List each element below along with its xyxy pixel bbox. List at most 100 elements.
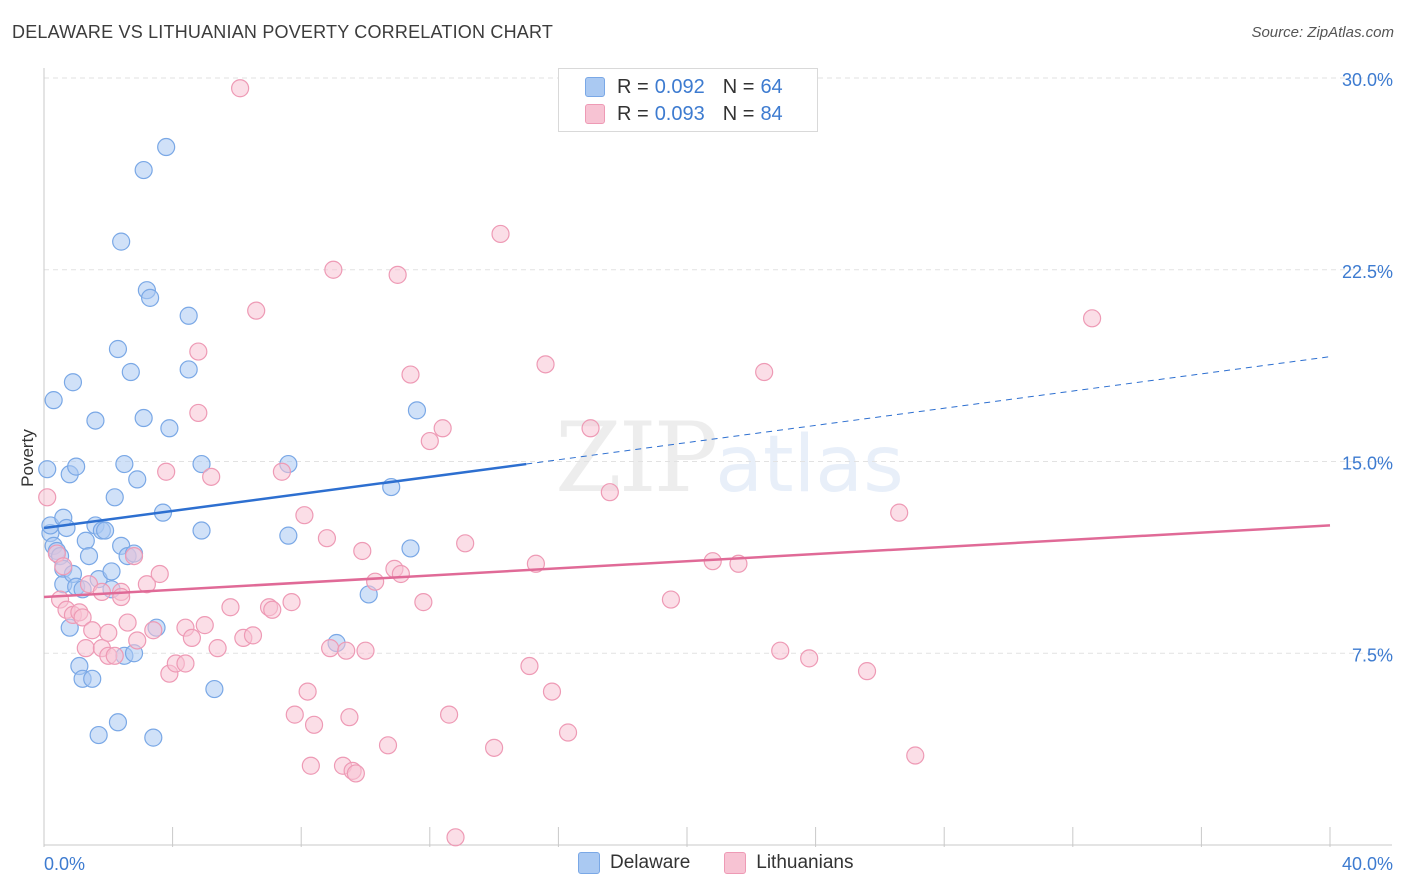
legend-row-lithuanians: R = 0.093 N = 84 bbox=[585, 100, 783, 128]
point-delaware bbox=[79, 546, 99, 566]
point-lithuanians bbox=[536, 355, 555, 374]
legend-swatch-lithuanians bbox=[585, 104, 605, 124]
point-lithuanians bbox=[272, 462, 292, 481]
point-lithuanians bbox=[378, 736, 398, 755]
legend: R = 0.092 N = 64 R = 0.093 N = 84 bbox=[558, 68, 818, 132]
point-delaware bbox=[67, 457, 86, 476]
point-delaware bbox=[86, 411, 105, 430]
x-tick-label: 40.0% bbox=[1342, 854, 1393, 874]
point-lithuanians bbox=[295, 506, 314, 525]
point-lithuanians bbox=[542, 682, 562, 701]
point-lithuanians bbox=[491, 224, 510, 244]
point-lithuanians bbox=[301, 756, 320, 775]
point-delaware bbox=[38, 460, 57, 479]
point-lithuanians bbox=[128, 631, 147, 650]
point-delaware bbox=[128, 470, 147, 489]
point-lithuanians bbox=[388, 265, 407, 284]
trendline-lithuanians bbox=[43, 524, 1331, 599]
point-lithuanians bbox=[356, 641, 375, 660]
point-delaware bbox=[44, 391, 63, 410]
point-delaware bbox=[76, 531, 95, 550]
point-delaware bbox=[112, 232, 131, 251]
trendline-delaware bbox=[43, 462, 527, 530]
point-lithuanians bbox=[144, 621, 163, 640]
trendline-extension-delaware bbox=[526, 356, 1331, 465]
point-lithuanians bbox=[401, 365, 420, 384]
point-lithuanians bbox=[195, 616, 214, 635]
point-lithuanians bbox=[800, 649, 819, 668]
y-axis-title: Poverty bbox=[18, 429, 37, 487]
bottom-legend: Delaware Lithuanians bbox=[578, 852, 887, 874]
point-lithuanians bbox=[76, 639, 95, 658]
point-lithuanians bbox=[118, 613, 137, 632]
point-lithuanians bbox=[124, 546, 144, 566]
legend-n-value: 84 bbox=[760, 102, 783, 125]
point-delaware bbox=[89, 725, 108, 745]
point-lithuanians bbox=[600, 483, 619, 502]
legend-r-value: 0.092 bbox=[654, 75, 705, 98]
point-lithuanians bbox=[112, 587, 131, 607]
point-delaware bbox=[179, 306, 198, 325]
point-lithuanians bbox=[1082, 309, 1102, 328]
bottom-legend-swatch-delaware bbox=[578, 852, 600, 874]
bottom-legend-delaware: Delaware bbox=[578, 852, 690, 874]
bottom-legend-swatch-lithuanians bbox=[724, 852, 747, 874]
source-label: Source: ZipAtlas.com bbox=[1251, 24, 1394, 41]
point-lithuanians bbox=[150, 564, 169, 584]
x-tick-label: 0.0% bbox=[44, 854, 85, 874]
point-lithuanians bbox=[346, 764, 365, 783]
point-lithuanians bbox=[456, 534, 475, 553]
bottom-legend-lithuanians: Lithuanians bbox=[724, 852, 853, 874]
point-lithuanians bbox=[321, 639, 340, 658]
point-lithuanians bbox=[857, 662, 877, 681]
point-lithuanians bbox=[54, 557, 73, 576]
point-lithuanians bbox=[366, 572, 385, 591]
legend-n-label: N = bbox=[722, 75, 755, 98]
legend-n-value: 64 bbox=[760, 75, 783, 98]
points bbox=[38, 79, 1102, 847]
point-lithuanians bbox=[73, 608, 92, 627]
point-lithuanians bbox=[202, 467, 221, 486]
point-delaware bbox=[108, 713, 128, 732]
point-delaware bbox=[401, 539, 420, 558]
point-lithuanians bbox=[282, 593, 301, 612]
point-delaware bbox=[108, 339, 128, 359]
y-tick-label: 30.0% bbox=[1342, 70, 1393, 90]
point-delaware bbox=[144, 728, 163, 747]
y-tick-label: 7.5% bbox=[1352, 645, 1393, 665]
point-lithuanians bbox=[182, 628, 201, 648]
point-lithuanians bbox=[38, 488, 57, 507]
point-delaware bbox=[115, 454, 134, 474]
point-delaware bbox=[192, 454, 211, 474]
point-lithuanians bbox=[263, 600, 282, 619]
point-lithuanians bbox=[340, 708, 359, 727]
point-delaware bbox=[57, 518, 76, 538]
point-delaware bbox=[83, 669, 102, 688]
point-delaware bbox=[134, 408, 153, 428]
point-lithuanians bbox=[221, 598, 240, 617]
point-lithuanians bbox=[157, 462, 176, 481]
legend-swatch-delaware bbox=[585, 77, 605, 97]
point-lithuanians bbox=[890, 503, 909, 522]
point-lithuanians bbox=[298, 682, 317, 701]
bottom-legend-label: Lithuanians bbox=[756, 852, 854, 873]
point-delaware bbox=[102, 562, 121, 581]
point-lithuanians bbox=[231, 79, 250, 98]
point-lithuanians bbox=[581, 419, 600, 438]
point-lithuanians bbox=[433, 419, 452, 438]
point-lithuanians bbox=[353, 541, 372, 561]
chart-title: DELAWARE VS LITHUANIAN POVERTY CORRELATI… bbox=[12, 22, 554, 42]
point-delaware bbox=[205, 679, 224, 699]
point-lithuanians bbox=[485, 738, 504, 757]
point-lithuanians bbox=[520, 656, 539, 676]
legend-row-delaware: R = 0.092 N = 64 bbox=[585, 73, 783, 101]
watermark-zip: ZIP bbox=[555, 402, 718, 514]
point-lithuanians bbox=[317, 529, 337, 548]
legend-n-label: N = bbox=[722, 102, 755, 125]
point-delaware bbox=[160, 419, 179, 438]
point-delaware bbox=[121, 362, 140, 382]
point-lithuanians bbox=[526, 554, 545, 573]
point-lithuanians bbox=[304, 715, 324, 734]
point-delaware bbox=[157, 137, 176, 157]
